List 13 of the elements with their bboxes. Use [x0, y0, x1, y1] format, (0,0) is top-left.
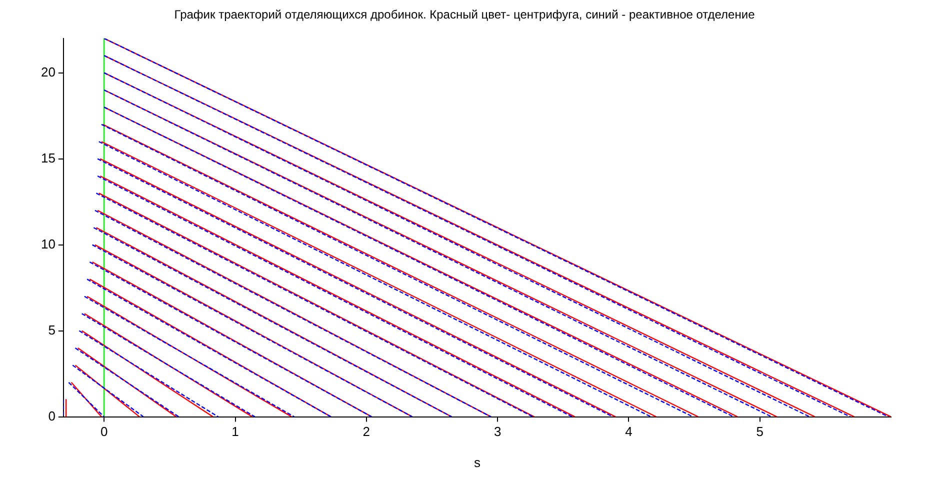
- y-tick-label: 5: [48, 322, 56, 338]
- x-tick-label: 0: [100, 424, 108, 440]
- x-tick-label: 1: [232, 424, 239, 440]
- chart-title: График траекторий отделяющихся дробинок. Красный цвет- центрифуга, синий - реактивное отделение: [174, 8, 756, 22]
- x-tick-label: 4: [625, 424, 632, 440]
- y-tick-label: 20: [40, 64, 56, 80]
- x-tick-label: 2: [362, 424, 370, 440]
- x-axis-title: s: [474, 454, 481, 470]
- x-tick-label: 5: [756, 424, 764, 440]
- y-tick-label: 10: [40, 236, 56, 252]
- y-tick-label: 15: [40, 150, 56, 166]
- x-tick-label: 3: [494, 424, 502, 440]
- y-tick-label: 0: [48, 408, 56, 424]
